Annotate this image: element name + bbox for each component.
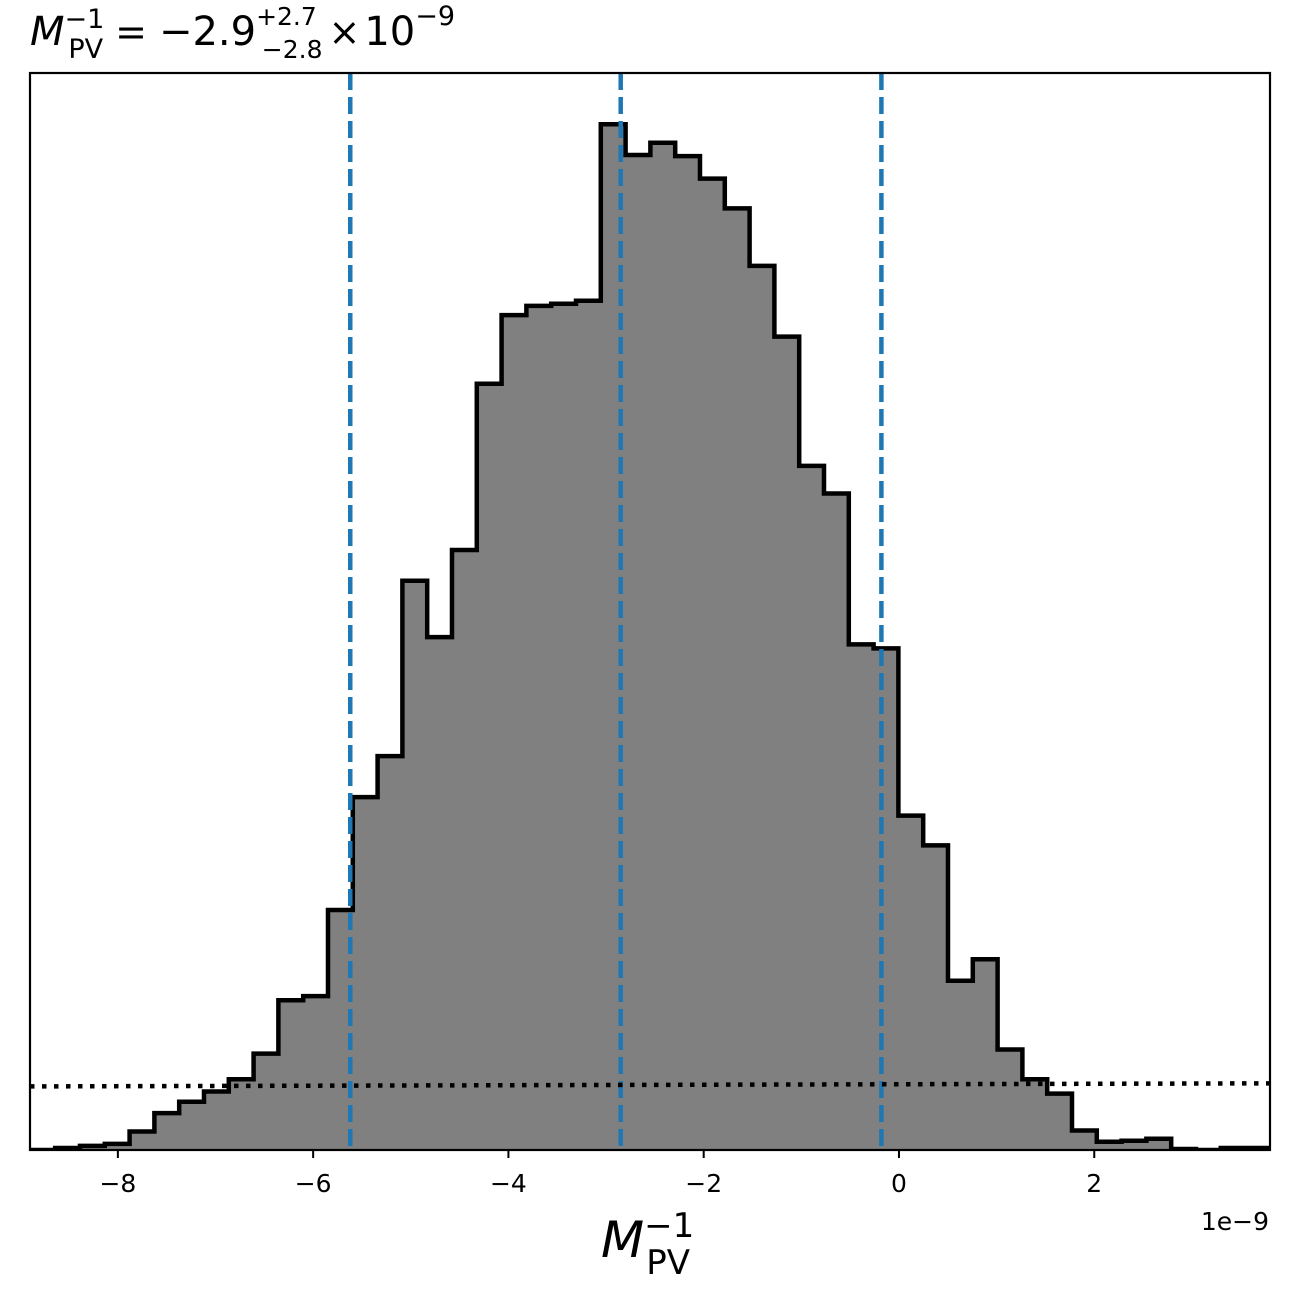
x-tick-label: −2 [685,1169,722,1198]
title-mult-base: 10 [364,9,415,55]
chart-title: M−1 PV = −2.9+2.7 −2.8 × 10−9 [30,1,455,65]
title-plus-err: +2.7 [256,2,317,31]
reference-dotted-line [29,1081,1271,1089]
x-tick-label: −6 [295,1169,332,1198]
title-median: −2.9 [159,9,256,55]
title-subscript: PV [68,34,103,65]
x-tick-label: 2 [1086,1169,1102,1198]
xlabel-superscript: −1 [644,1206,694,1246]
x-axis-ticks: −8 −6 −4 −2 0 2 [99,1150,1102,1198]
title-superscript: −1 [65,4,105,35]
title-equals: = [115,10,147,54]
title-symbol: M [30,9,65,55]
axes-frame [28,71,1272,1152]
x-tick-label: 0 [891,1169,907,1198]
x-tick-label: −4 [490,1169,527,1198]
histogram-outline [30,122,1270,1150]
xlabel-symbol: M [601,1211,644,1269]
plot-area: −8 −6 −4 −2 0 2 [28,71,1272,1198]
histogram-fill [30,124,1270,1150]
title-times: × [329,10,361,54]
x-offset-text: 1e−9 [1201,1207,1269,1236]
xlabel-subscript: PV [646,1243,690,1283]
interval-lines [348,73,884,1150]
x-axis-label: M−1 PV [601,1206,694,1283]
title-minus-err: −2.8 [262,35,323,64]
title-mult-exp: −9 [415,1,455,32]
x-tick-label: −8 [99,1169,136,1198]
